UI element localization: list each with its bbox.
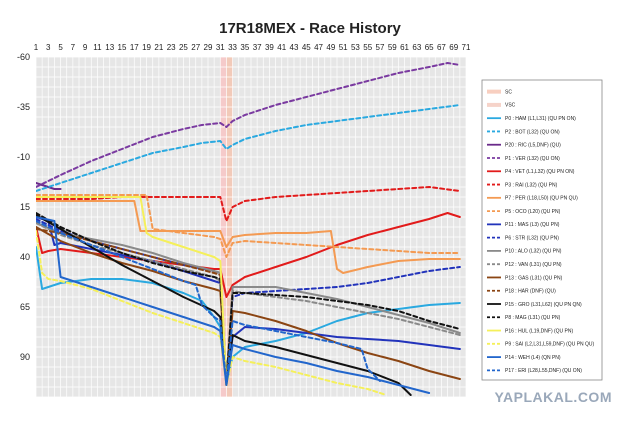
x-tick-label: 33 [228, 43, 237, 52]
legend-entry-label: P18 : HAR (DNF) (QU) [505, 289, 556, 295]
x-tick-label: 21 [154, 43, 163, 52]
x-tick-label: 59 [388, 43, 397, 52]
x-tick-label: 27 [191, 43, 200, 52]
legend-entry-label: P12 : VAN (L31) (QU PN) [505, 262, 562, 268]
legend-entry-label: P8 : MAG (L31) (QU PN) [505, 315, 561, 321]
x-axis-ticks: 1 3 5 7 9 11 13 15 17 19 21 23 25 27 29 31 33 35 37 39 41 43 4… [34, 43, 471, 52]
x-tick-label: 71 [462, 43, 471, 52]
y-tick-label: 65 [20, 302, 30, 312]
x-tick-label: 17 [130, 43, 139, 52]
x-tick-label: 67 [437, 43, 446, 52]
x-tick-label: 35 [240, 43, 249, 52]
series-line-ver [36, 62, 461, 188]
x-tick-label: 13 [105, 43, 114, 52]
y-tick-label: 15 [20, 202, 30, 212]
x-tick-label: 31 [216, 43, 225, 52]
series-line-vet [36, 212, 461, 298]
legend-entry-label: P6 : STR (L32) (QU PN) [505, 235, 559, 241]
x-tick-label: 3 [46, 43, 51, 52]
legend-entry-label: P11 : MAS (L3) (QU PN) [505, 222, 560, 228]
x-tick-label: 47 [314, 43, 323, 52]
y-tick-label: 90 [20, 352, 30, 362]
x-tick-label: 55 [363, 43, 372, 52]
legend-entry-label: P14 : WEH (L4) (QN PN) [505, 355, 561, 361]
x-tick-label: 15 [118, 43, 127, 52]
x-tick-label: 69 [449, 43, 458, 52]
x-tick-label: 37 [253, 43, 262, 52]
legend-entry-label: P13 : GAS (L31) (QU PN) [505, 275, 563, 281]
y-tick-label: -60 [17, 52, 30, 62]
x-tick-label: 9 [83, 43, 88, 52]
legend-entry-label: P15 : GRO (L31,L62) (QU PN QN) [505, 302, 582, 308]
legend-entry-label: P0 : HAM (L1,L31) (QU PN ON) [505, 116, 576, 122]
x-tick-label: 65 [425, 43, 434, 52]
legend-entry-label: SC [505, 89, 512, 95]
legend-entry-label: P20 : RIC (L5,DNF) (QU) [505, 143, 561, 149]
legend-entry-label: VSC [505, 103, 516, 109]
legend-entry-label: P10 : ALO (L32) (QU PN) [505, 249, 562, 255]
legend-entry-label: P3 : RAI (L32) (QU PN) [505, 182, 558, 188]
series-lines [36, 62, 461, 396]
x-tick-label: 7 [71, 43, 76, 52]
x-tick-label: 61 [400, 43, 409, 52]
x-tick-label: 41 [277, 43, 286, 52]
y-tick-label: -10 [17, 152, 30, 162]
legend-box [481, 79, 603, 381]
y-tick-label: -35 [17, 102, 30, 112]
x-tick-label: 53 [351, 43, 360, 52]
x-tick-label: 57 [376, 43, 385, 52]
series-line-bot [36, 104, 461, 192]
legend-entry-label: P16 : HUL (L19,DNF) (QU PN) [505, 328, 573, 334]
series-line-hul [36, 196, 228, 386]
series-line-oco [36, 194, 461, 258]
legend-entry-label: P1 : VER (L32) (QU ON) [505, 156, 560, 162]
x-tick-label: 19 [142, 43, 151, 52]
legend-entry-label: P4 : VET (L1,L32) (QU PN ON) [505, 169, 575, 175]
x-tick-label: 5 [58, 43, 63, 52]
x-tick-label: 29 [204, 43, 213, 52]
y-axis-ticks: -60 -35 -10 15 40 65 90 [17, 52, 30, 362]
x-tick-label: 25 [179, 43, 188, 52]
series-line-rai [36, 186, 461, 222]
x-tick-label: 51 [339, 43, 348, 52]
x-tick-label: 39 [265, 43, 274, 52]
legend-entry-label: P5 : OCO (L20) (QU PN) [505, 209, 561, 215]
x-tick-label: 23 [167, 43, 176, 52]
x-tick-label: 45 [302, 43, 311, 52]
x-tick-label: 1 [34, 43, 39, 52]
series-line-sai [36, 230, 388, 396]
chart-title: 17R18MEX - Race History [219, 20, 401, 37]
legend-entry-label: P2 : BOT (L32) (QU ON) [505, 129, 560, 135]
y-tick-label: 40 [20, 252, 30, 262]
x-tick-label: 49 [326, 43, 335, 52]
legend-entry-label: P17 : ERI (L28,L55,DNF) (QU ON) [505, 368, 582, 374]
legend-entry-label: P9 : SAI (L2,L31,L59,DNF) (QU PN QU) [505, 342, 595, 348]
x-tick-label: 63 [412, 43, 421, 52]
series-line-per [36, 200, 461, 274]
x-tick-label: 11 [93, 43, 102, 52]
series-line-mag [36, 212, 461, 384]
x-tick-label: 43 [290, 43, 299, 52]
legend-entry-label: P7 : PER (L18,L50) (QU PN QU) [505, 196, 578, 202]
legend: SC VSC P0 : HAM (L1,L31) (QU PN ON) P2 : BO… [481, 79, 603, 381]
series-line-ric [36, 182, 62, 190]
watermark-text: YAPLAKAL.COM [495, 389, 613, 405]
series-line-eri [36, 220, 381, 384]
